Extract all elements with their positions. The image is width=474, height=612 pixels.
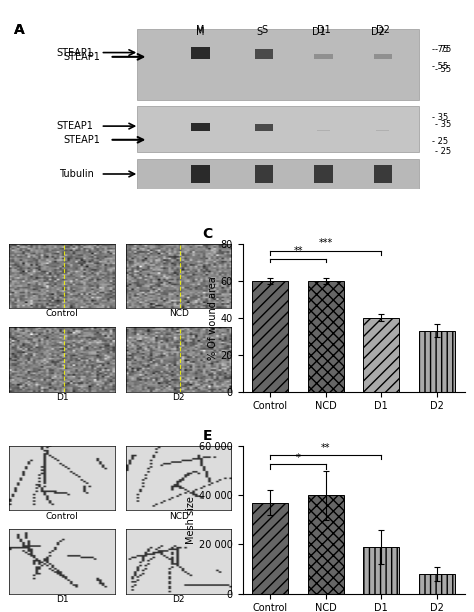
X-axis label: D2: D2 bbox=[173, 595, 185, 604]
Text: - 35: - 35 bbox=[432, 113, 448, 122]
Text: **: ** bbox=[293, 246, 303, 256]
Text: - 35: - 35 bbox=[435, 120, 451, 129]
Text: M: M bbox=[196, 27, 205, 37]
X-axis label: NCD: NCD bbox=[169, 512, 189, 521]
Bar bbox=[317, 130, 330, 131]
Bar bbox=[374, 54, 392, 59]
Text: ***: *** bbox=[319, 239, 333, 248]
Bar bbox=[191, 122, 210, 131]
Bar bbox=[376, 130, 390, 131]
Bar bbox=[137, 29, 419, 100]
Bar bbox=[419, 574, 455, 594]
Text: Tubulin: Tubulin bbox=[59, 169, 94, 179]
X-axis label: D2: D2 bbox=[173, 393, 185, 402]
Bar bbox=[137, 106, 419, 152]
X-axis label: Control: Control bbox=[46, 310, 79, 318]
Bar bbox=[255, 49, 273, 59]
Text: *: * bbox=[296, 453, 301, 463]
Text: STEAP1: STEAP1 bbox=[57, 121, 94, 131]
Text: - 55: - 55 bbox=[435, 65, 451, 74]
Y-axis label: % Of wound area: % Of wound area bbox=[208, 276, 218, 359]
Text: E: E bbox=[202, 429, 212, 443]
X-axis label: D1: D1 bbox=[56, 393, 69, 402]
Text: M: M bbox=[196, 25, 205, 35]
Bar bbox=[363, 547, 399, 594]
X-axis label: NCD: NCD bbox=[169, 310, 189, 318]
Text: D1: D1 bbox=[317, 25, 330, 35]
Bar bbox=[191, 48, 210, 59]
Bar bbox=[374, 165, 392, 182]
Bar bbox=[255, 165, 273, 182]
Bar bbox=[363, 318, 399, 392]
Y-axis label: Mesh size: Mesh size bbox=[186, 496, 196, 543]
Bar bbox=[137, 159, 419, 189]
Text: - 55: - 55 bbox=[432, 62, 448, 71]
Text: A: A bbox=[14, 23, 25, 37]
Text: - 25: - 25 bbox=[432, 137, 448, 146]
Bar bbox=[252, 502, 288, 594]
Text: C: C bbox=[202, 227, 213, 241]
Text: - 75: - 75 bbox=[432, 45, 448, 54]
Bar bbox=[314, 165, 333, 182]
Text: - 75: - 75 bbox=[435, 45, 451, 54]
Bar bbox=[255, 124, 273, 131]
Bar bbox=[308, 281, 344, 392]
X-axis label: Control: Control bbox=[46, 512, 79, 521]
Bar bbox=[308, 495, 344, 594]
Text: A: A bbox=[14, 23, 25, 37]
Text: D1: D1 bbox=[312, 27, 326, 37]
Text: S: S bbox=[257, 27, 263, 37]
Text: STEAP1: STEAP1 bbox=[64, 52, 100, 62]
Bar bbox=[314, 54, 333, 59]
Text: STEAP1: STEAP1 bbox=[64, 135, 100, 145]
Bar bbox=[191, 165, 210, 182]
Bar bbox=[252, 281, 288, 392]
Bar bbox=[419, 330, 455, 392]
Text: D2: D2 bbox=[371, 27, 385, 37]
Text: - 25: - 25 bbox=[435, 147, 451, 156]
Text: STEAP1: STEAP1 bbox=[57, 48, 94, 58]
Text: **: ** bbox=[321, 443, 330, 453]
Text: S: S bbox=[261, 25, 267, 35]
X-axis label: D1: D1 bbox=[56, 595, 69, 604]
Text: D2: D2 bbox=[376, 25, 390, 35]
